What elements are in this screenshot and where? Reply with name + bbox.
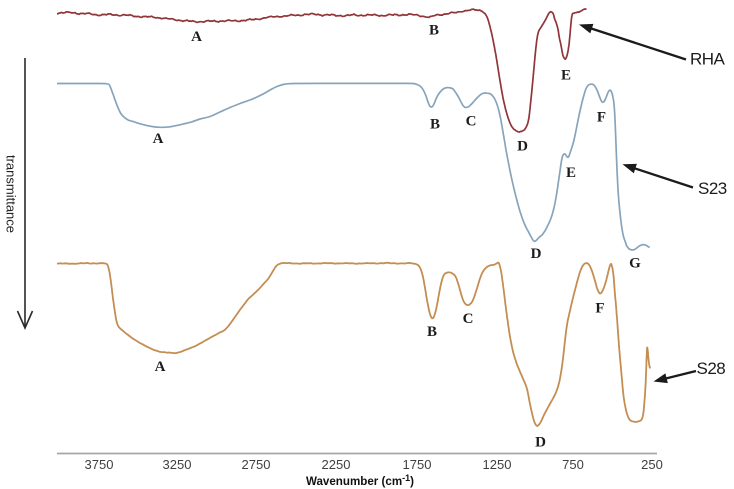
- svg-text:3750: 3750: [85, 457, 114, 472]
- svg-text:RHA: RHA: [690, 49, 726, 68]
- svg-text:S28: S28: [697, 359, 726, 378]
- svg-text:2750: 2750: [242, 457, 271, 472]
- svg-text:A: A: [153, 131, 164, 147]
- svg-text:Wavenumber (cm-1): Wavenumber (cm-1): [306, 473, 414, 488]
- svg-text:B: B: [430, 117, 440, 133]
- svg-text:1250: 1250: [483, 457, 512, 472]
- svg-text:G: G: [629, 256, 641, 272]
- svg-text:F: F: [595, 301, 604, 317]
- svg-text:E: E: [566, 165, 576, 181]
- svg-text:C: C: [463, 311, 474, 327]
- svg-text:A: A: [191, 29, 202, 45]
- svg-text:F: F: [597, 110, 606, 126]
- svg-text:B: B: [427, 324, 437, 340]
- svg-text:B: B: [429, 23, 439, 39]
- svg-text:2250: 2250: [322, 457, 351, 472]
- svg-text:750: 750: [562, 457, 584, 472]
- svg-text:S23: S23: [698, 179, 727, 198]
- svg-text:C: C: [466, 114, 477, 130]
- svg-text:E: E: [561, 68, 571, 84]
- svg-text:transmittance: transmittance: [4, 155, 19, 233]
- svg-text:D: D: [517, 139, 528, 155]
- svg-text:3250: 3250: [163, 457, 192, 472]
- svg-text:D: D: [531, 246, 542, 262]
- svg-text:A: A: [155, 359, 166, 375]
- svg-text:D: D: [535, 435, 546, 451]
- svg-text:250: 250: [641, 457, 663, 472]
- svg-text:1750: 1750: [403, 457, 432, 472]
